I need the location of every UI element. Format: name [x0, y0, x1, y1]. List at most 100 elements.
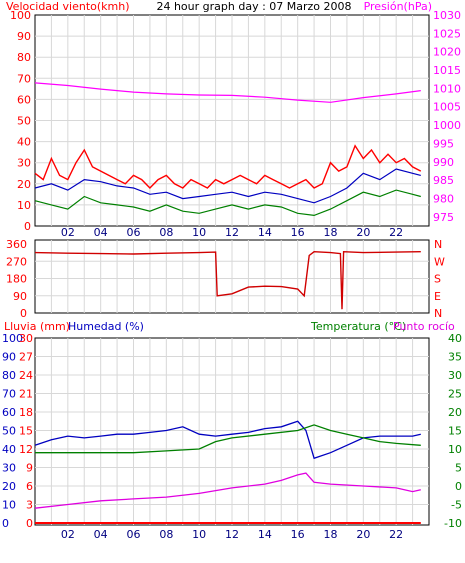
direction-degree-tick: 0: [20, 307, 27, 320]
pressure-axis-tick: 1005: [433, 101, 461, 114]
humidity-label: Humedad (%): [68, 320, 144, 333]
temperature-axis-tick: 15: [448, 425, 462, 438]
rain-axis-tick: 3: [26, 499, 33, 512]
humidity-axis-tick: 100: [2, 332, 23, 345]
rain-axis-tick: 0: [26, 517, 33, 530]
compass-tick: N: [434, 307, 442, 320]
wind-panel-series: [34, 82, 422, 217]
humidity-panel-series: [34, 420, 421, 524]
series-pressure: [34, 82, 421, 103]
wind-axis-tick: 70: [17, 72, 31, 85]
compass-tick: N: [434, 238, 442, 251]
compass-tick: E: [434, 290, 441, 303]
x-tick-label: 16: [291, 226, 305, 239]
humidity-axis-tick: 70: [2, 388, 16, 401]
pressure-axis-tick: 990: [433, 156, 454, 169]
rain-axis-tick: 27: [19, 351, 33, 364]
wind-speed-axis: 0 10 20 30 40 50 60 70 80 90 100: [10, 9, 31, 233]
x-tick-label: 16: [291, 528, 305, 541]
rain-axis-tick: 6: [26, 480, 33, 493]
series-wind_speed: [34, 144, 422, 190]
direction-degree-tick: 270: [6, 255, 27, 268]
x-tick-label: 10: [192, 528, 206, 541]
wind-panel-x-axis: 02 04 06 08 10 12 14 16 18 20 22: [61, 226, 403, 239]
direction-panel-series: [34, 250, 421, 310]
wind-axis-tick: 0: [24, 220, 31, 233]
pressure-axis-tick: 1020: [433, 46, 461, 59]
rain-axis-tick: 12: [19, 443, 33, 456]
pressure-axis-tick: 1010: [433, 82, 461, 95]
rain-axis: 0 3 6 9 12 15 18 21 24 27 30: [19, 332, 33, 530]
compass-tick: S: [434, 273, 441, 286]
pressure-axis-tick: 1025: [433, 27, 461, 40]
humidity-axis-tick: 20: [2, 480, 16, 493]
humidity-axis-tick: 10: [2, 499, 16, 512]
series-dewpoint: [34, 472, 421, 509]
x-tick-label: 20: [356, 226, 370, 239]
x-tick-label: 22: [389, 528, 403, 541]
series-humidity: [34, 420, 421, 460]
direction-degree-axis: 0 90 180 270 360: [6, 238, 27, 320]
pressure-axis-tick: 1015: [433, 64, 461, 77]
x-tick-label: 12: [225, 226, 239, 239]
temperature-axis-tick: 0: [455, 480, 462, 493]
rain-label: Lluvia (mm): [4, 320, 70, 333]
pressure-axis-tick: 980: [433, 192, 454, 205]
wind-axis-tick: 30: [17, 157, 31, 170]
wind-panel-grid: [35, 15, 429, 226]
x-tick-label: 18: [324, 226, 338, 239]
x-tick-label: 08: [159, 528, 173, 541]
rain-axis-tick: 18: [19, 406, 33, 419]
temperature-axis-tick: 20: [448, 406, 462, 419]
dewpoint-label: Punto rocío: [393, 320, 455, 333]
humidity-axis-tick: 80: [2, 369, 16, 382]
pressure-axis-tick: 985: [433, 174, 454, 187]
humidity-axis-tick: 30: [2, 462, 16, 475]
humidity-axis-tick: 0: [2, 517, 9, 530]
series-wind_min: [34, 189, 421, 217]
rain-axis-tick: 15: [19, 425, 33, 438]
x-tick-label: 04: [94, 226, 108, 239]
x-tick-label: 18: [324, 528, 338, 541]
series-direction: [34, 250, 421, 310]
x-tick-label: 08: [159, 226, 173, 239]
wind-axis-tick: 10: [17, 199, 31, 212]
temperature-axis-tick: 30: [448, 369, 462, 382]
wind-axis-tick: 100: [10, 9, 31, 22]
humidity-axis-tick: 40: [2, 443, 16, 456]
chart-title: 24 hour graph day : 07 Marzo 2008: [156, 0, 351, 13]
pressure-label: Presión(hPa): [364, 0, 432, 13]
wind-axis-tick: 40: [17, 136, 31, 149]
temperature-axis-tick: -10: [444, 517, 462, 530]
x-tick-label: 14: [258, 226, 272, 239]
humidity-axis: 0 10 20 30 40 50 60 70 80 90 100: [2, 332, 23, 530]
direction-degree-tick: 180: [6, 273, 27, 286]
pressure-axis-tick: 995: [433, 137, 454, 150]
x-tick-label: 04: [94, 528, 108, 541]
x-tick-label: 14: [258, 528, 272, 541]
temperature-axis: -10 -5 0 5 10 15 20 25 30 35 40: [444, 332, 462, 530]
humidity-axis-tick: 90: [2, 351, 16, 364]
x-tick-label: 06: [127, 226, 141, 239]
wind-axis-tick: 80: [17, 51, 31, 64]
direction-degree-tick: 90: [13, 290, 27, 303]
compass-tick: W: [434, 255, 445, 268]
direction-panel-grid: [35, 240, 429, 313]
wind-axis-tick: 20: [17, 178, 31, 191]
pressure-axis: 975 980 985 990 995 1000 1005 1010 1015 1020 1025 1…: [433, 9, 461, 224]
temperature-axis-tick: 10: [448, 443, 462, 456]
x-tick-label: 02: [61, 528, 75, 541]
x-tick-label: 20: [356, 528, 370, 541]
rain-axis-tick: 24: [19, 369, 33, 382]
x-tick-label: 02: [61, 226, 75, 239]
x-tick-label: 22: [389, 226, 403, 239]
humidity-axis-tick: 60: [2, 406, 16, 419]
temperature-axis-tick: 35: [448, 351, 462, 364]
temperature-axis-tick: -5: [451, 499, 462, 512]
direction-degree-tick: 360: [6, 238, 27, 251]
temperature-axis-tick: 25: [448, 388, 462, 401]
temperature-label: Temperatura (°C): [310, 320, 406, 333]
humidity-panel-x-axis: 02 04 06 08 10 12 14 16 18 20 22: [61, 528, 403, 541]
